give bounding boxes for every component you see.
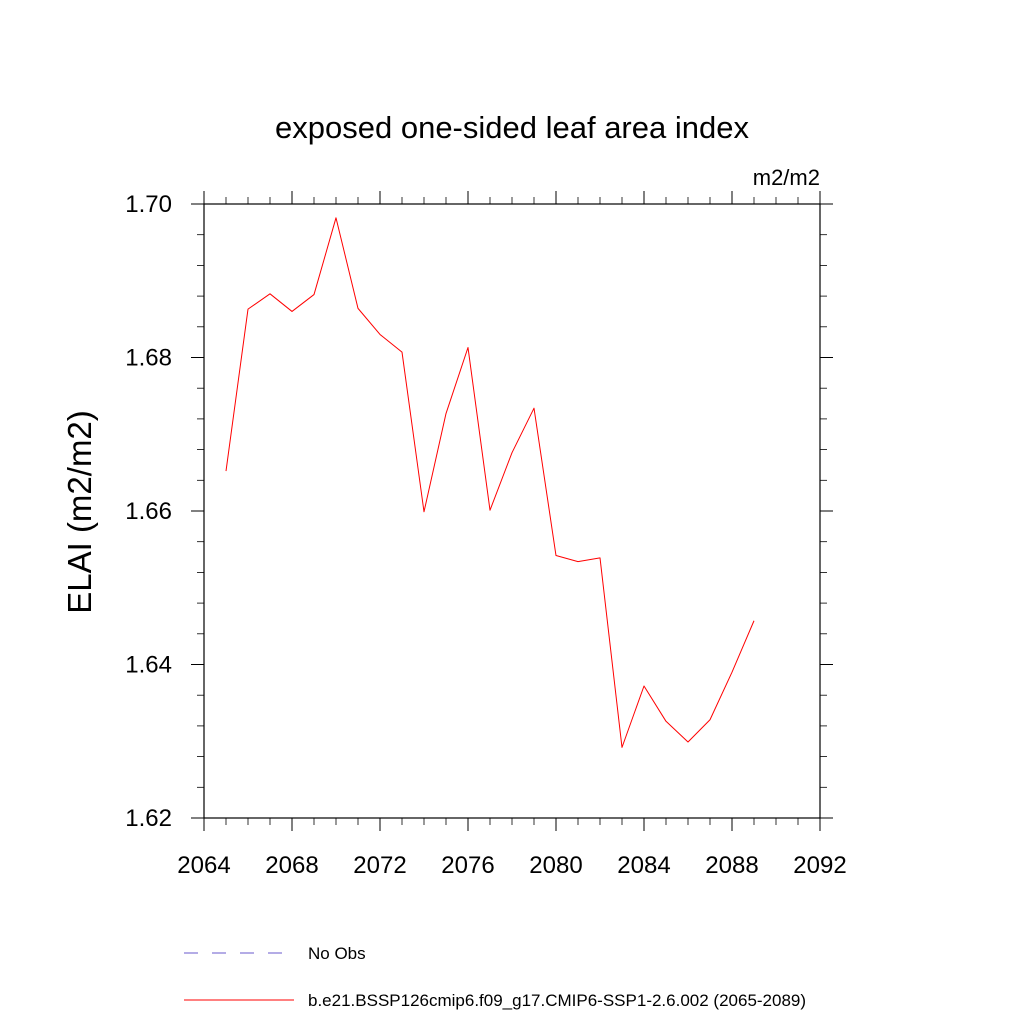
series-layer <box>225 217 755 748</box>
x-tick-label: 2088 <box>705 852 758 879</box>
y-tick-label: 1.64 <box>125 652 172 679</box>
x-tick-label: 2064 <box>177 852 230 879</box>
y-axis-label: ELAI (m2/m2) <box>61 410 98 614</box>
series-line <box>225 217 755 748</box>
y-tick-label: 1.62 <box>125 805 172 832</box>
x-tick-label: 2080 <box>529 852 582 879</box>
y-tick-label: 1.68 <box>125 345 172 372</box>
x-tick-label: 2092 <box>793 852 846 879</box>
x-tick-label: 2068 <box>265 852 318 879</box>
legend-label-no-obs: No Obs <box>308 944 366 963</box>
y-tick-label: 1.70 <box>125 191 172 218</box>
legend-label-model: b.e21.BSSP126cmip6.f09_g17.CMIP6-SSP1-2.… <box>308 991 806 1010</box>
y-tick-label: 1.66 <box>125 498 172 525</box>
units-label: m2/m2 <box>753 165 820 190</box>
chart-title: exposed one-sided leaf area index <box>275 110 749 145</box>
axis-ticks <box>191 191 833 831</box>
x-tick-label: 2084 <box>617 852 670 879</box>
plot-frame <box>203 203 821 819</box>
x-tick-label: 2076 <box>441 852 494 879</box>
x-tick-label: 2072 <box>353 852 406 879</box>
legend: No Obs b.e21.BSSP126cmip6.f09_g17.CMIP6-… <box>184 944 806 1010</box>
axis-tick-labels: 2064 2068 2072 2076 2080 2084 2088 2092 1.62 1.64… <box>125 191 846 879</box>
